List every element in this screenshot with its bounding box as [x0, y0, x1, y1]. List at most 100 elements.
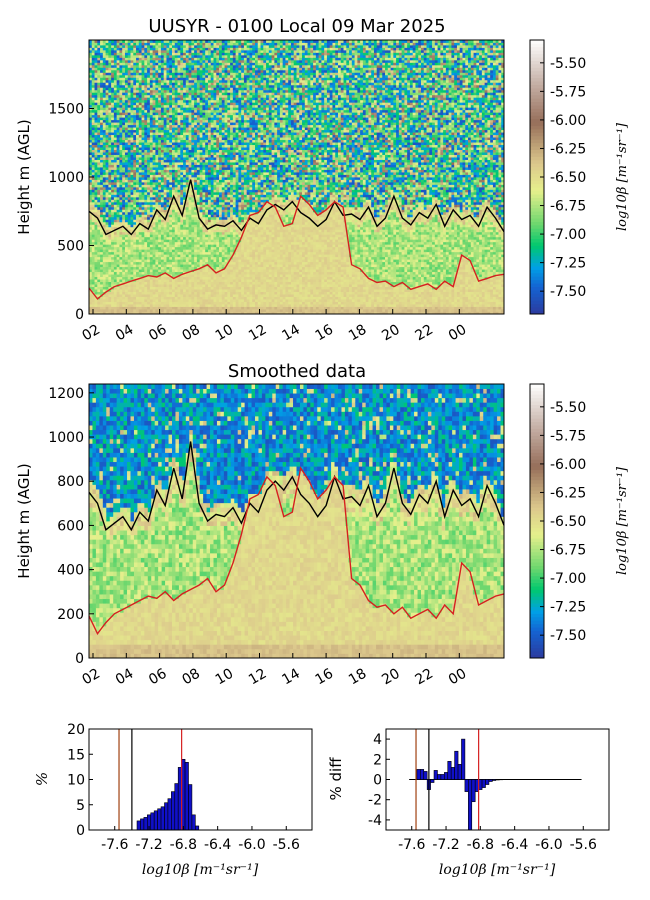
heatmap-cell [158, 239, 162, 243]
heatmap-cell [160, 264, 165, 268]
heatmap-cell [91, 239, 95, 243]
heatmap-cell [169, 144, 173, 148]
heatmap-cell [138, 184, 142, 188]
heatmap-cell [133, 199, 137, 203]
heatmap-cell [127, 44, 131, 48]
heatmap-cell [138, 204, 142, 208]
heatmap-cell [163, 124, 167, 128]
heatmap-cell [199, 49, 203, 53]
heatmap-cell [102, 164, 106, 168]
heatmap-cell [136, 64, 140, 68]
heatmap-cell [169, 234, 173, 238]
heatmap-cell [180, 132, 184, 136]
heatmap-cell [108, 134, 112, 138]
heatmap-cell [122, 167, 126, 170]
heatmap-cell [183, 234, 187, 238]
heatmap-cell [149, 72, 154, 76]
heatmap-cell [119, 306, 123, 310]
heatmap-cell [89, 157, 93, 160]
heatmap-cell [119, 134, 123, 138]
heatmap-cell [89, 144, 93, 148]
heatmap-cell [147, 127, 151, 131]
heatmap-cell [102, 186, 106, 190]
heatmap-cell [130, 62, 134, 66]
heatmap-cell [111, 301, 115, 305]
heatmap-cell [113, 201, 118, 205]
heatmap-cell [183, 261, 187, 265]
heatmap-cell [210, 219, 214, 223]
heatmap-cell [147, 144, 151, 148]
heatmap-cell [100, 127, 104, 131]
heatmap-cell [174, 159, 178, 163]
heatmap-cell [89, 89, 93, 93]
heatmap-cell [111, 109, 115, 113]
heatmap-cell [155, 172, 159, 175]
heatmap-cell [152, 107, 156, 111]
heatmap-cell [149, 191, 154, 195]
heatmap-cell [160, 181, 165, 185]
heatmap-cell [169, 102, 173, 106]
heatmap-cell [152, 59, 156, 63]
heatmap-cell [194, 309, 198, 312]
heatmap-cell [180, 179, 184, 183]
heatmap-cell [119, 59, 123, 63]
heatmap-cell [116, 127, 120, 131]
heatmap-cell [152, 94, 156, 98]
heatmap-cell [160, 47, 165, 51]
heatmap-cell [185, 286, 189, 290]
heatmap-cell [152, 184, 156, 188]
heatmap-cell [202, 57, 206, 61]
heatmap-cell [122, 162, 126, 165]
heatmap-cell [183, 206, 187, 210]
heatmap-cell [108, 284, 112, 287]
heatmap-cell [122, 42, 126, 46]
heatmap-cell [102, 239, 106, 243]
heatmap-cell [136, 301, 140, 305]
heatmap-cell [119, 69, 123, 73]
heatmap-cell [149, 214, 154, 218]
heatmap-cell [102, 256, 106, 260]
heatmap-cell [185, 281, 189, 285]
heatmap-cell [199, 142, 203, 146]
heatmap-cell [205, 67, 209, 71]
heatmap-cell [210, 74, 214, 78]
heatmap-cell [177, 181, 181, 185]
heatmap-cell [89, 189, 93, 193]
heatmap-cell [166, 296, 170, 300]
heatmap-cell [113, 249, 118, 253]
heatmap-cell [136, 122, 140, 126]
heatmap-cell [172, 274, 176, 278]
heatmap-cell [163, 274, 167, 278]
heatmap-cell [169, 129, 173, 133]
heatmap-cell [172, 57, 176, 61]
heatmap-cell [177, 114, 181, 118]
heatmap-cell [194, 229, 198, 233]
heatmap-cell [205, 87, 209, 91]
heatmap-cell [183, 244, 187, 248]
heatmap-cell [105, 44, 109, 48]
heatmap-cell [138, 84, 142, 88]
heatmap-cell [183, 214, 187, 218]
heatmap-cell [174, 286, 178, 290]
heatmap-cell [180, 239, 184, 243]
heatmap-cell [160, 256, 165, 260]
heatmap-cell [185, 264, 189, 268]
heatmap-cell [113, 117, 118, 121]
heatmap-cell [152, 279, 156, 283]
heatmap-cell [158, 279, 162, 283]
heatmap-cell [185, 104, 189, 108]
heatmap-cell [94, 234, 98, 238]
heatmap-cell [177, 229, 181, 233]
heatmap-cell [163, 157, 167, 160]
heatmap-cell [97, 177, 101, 180]
heatmap-cell [97, 144, 101, 148]
heatmap-cell [158, 47, 162, 51]
heatmap-cell [152, 134, 156, 138]
heatmap-cell [91, 157, 95, 160]
heatmap-cell [174, 249, 178, 253]
heatmap-cell [138, 97, 142, 101]
heatmap-cell [111, 152, 115, 155]
heatmap-cell [205, 147, 209, 150]
heatmap-cell [158, 196, 162, 200]
